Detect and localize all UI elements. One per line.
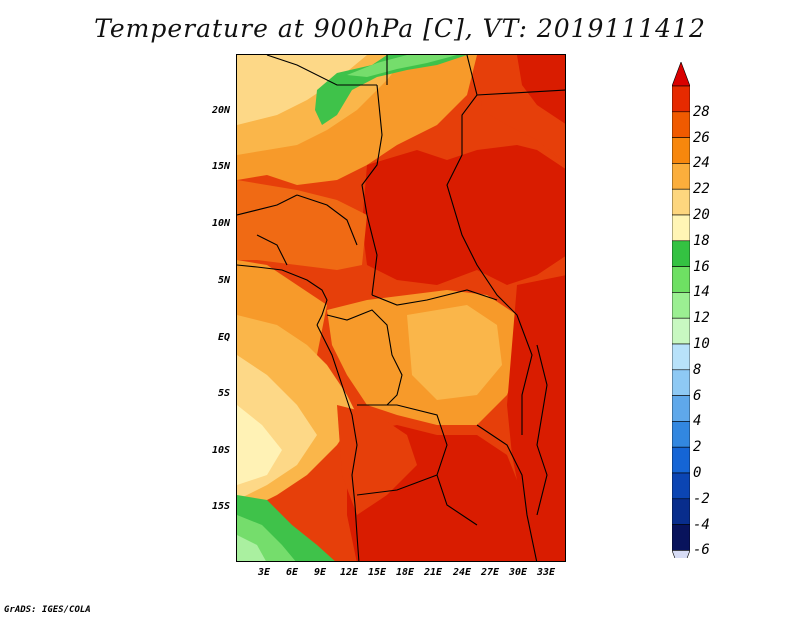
lat-label-5n: 5N [217, 275, 230, 286]
lon-label-3e: 3E [257, 567, 271, 578]
field-congo-20 [407, 305, 502, 400]
colorbar-label: 6 [693, 387, 702, 404]
field-hot-central [362, 145, 565, 285]
colorbar-band [672, 214, 690, 242]
field-sw-green-pale [237, 535, 266, 561]
colorbar-band [672, 137, 690, 164]
colorbar-label: 16 [693, 258, 710, 275]
credit-text: GrADS: IGES/COLA [4, 605, 91, 615]
colorbar-band [672, 292, 690, 319]
colorbar-bottom-arrow [672, 550, 690, 558]
colorbar-band [672, 369, 690, 396]
colorbar-label: 2 [693, 439, 702, 456]
lon-label-6e: 6E [285, 567, 299, 578]
colorbar-label: 10 [693, 336, 710, 352]
field-west-24 [237, 180, 367, 270]
colorbar-label: 0 [693, 465, 702, 481]
lon-label-9e: 9E [313, 567, 327, 578]
colorbar-band [672, 266, 690, 293]
lat-label-20n: 20N [211, 105, 230, 116]
colorbar-band [672, 446, 690, 474]
field-green-north [315, 55, 467, 125]
lat-label-15n: 15N [211, 161, 230, 172]
map-field [237, 55, 565, 561]
lon-label-30e: 30E [508, 567, 528, 578]
lon-label-12e: 12E [339, 567, 359, 578]
colorbar-label: 20 [693, 207, 710, 223]
colorbar-top-arrow [672, 62, 690, 87]
lat-label-5s: 5S [217, 388, 230, 399]
lon-label-21e: 21E [423, 567, 443, 578]
field-hot-ne2 [517, 55, 565, 124]
lat-label-10n: 10N [211, 218, 230, 229]
field-gulf-16 [237, 405, 282, 485]
lon-label-18e: 18E [395, 567, 415, 578]
colorbar-band [672, 85, 690, 113]
colorbar-bands [672, 62, 690, 558]
colorbar-label: -2 [693, 490, 710, 507]
colorbar-label: 24 [693, 155, 710, 172]
colorbar-band [672, 188, 690, 216]
lat-label-15s: 15S [211, 501, 230, 512]
temperature-map [236, 54, 566, 562]
colorbar-label: 22 [693, 181, 710, 198]
colorbar-band [672, 498, 690, 525]
colorbar-band [672, 240, 690, 267]
lon-label-33e: 33E [536, 567, 556, 578]
lon-label-27e: 27E [480, 567, 500, 578]
colorbar-label: 8 [693, 361, 702, 378]
colorbar [672, 62, 690, 558]
lat-label-10s: 10S [211, 445, 230, 456]
colorbar-label: 14 [693, 284, 710, 301]
colorbar-band [672, 421, 690, 448]
colorbar-band [672, 343, 690, 371]
colorbar-label: 28 [693, 103, 710, 120]
field-green-north-light [347, 55, 457, 77]
lat-label-eq: EQ [217, 332, 230, 343]
colorbar-band [672, 524, 690, 551]
field-east-hot [507, 275, 565, 561]
colorbar-band [672, 472, 690, 500]
colorbar-band [672, 317, 690, 345]
colorbar-label: 4 [693, 413, 702, 430]
colorbar-band [672, 163, 690, 190]
colorbar-label: 26 [693, 129, 710, 146]
colorbar-band [672, 111, 690, 138]
chart-title: Temperature at 900hPa [C], VT: 201911141… [94, 14, 706, 43]
lon-label-24e: 24E [452, 567, 472, 578]
colorbar-label: -6 [693, 542, 710, 559]
colorbar-band [672, 395, 690, 422]
colorbar-label: -4 [693, 516, 710, 533]
lon-label-15e: 15E [367, 567, 387, 578]
field-sahara-pale [237, 55, 367, 125]
borders [237, 55, 565, 561]
field-south-26 [337, 405, 417, 515]
colorbar-label: 18 [693, 232, 710, 249]
colorbar-label: 12 [693, 310, 710, 327]
